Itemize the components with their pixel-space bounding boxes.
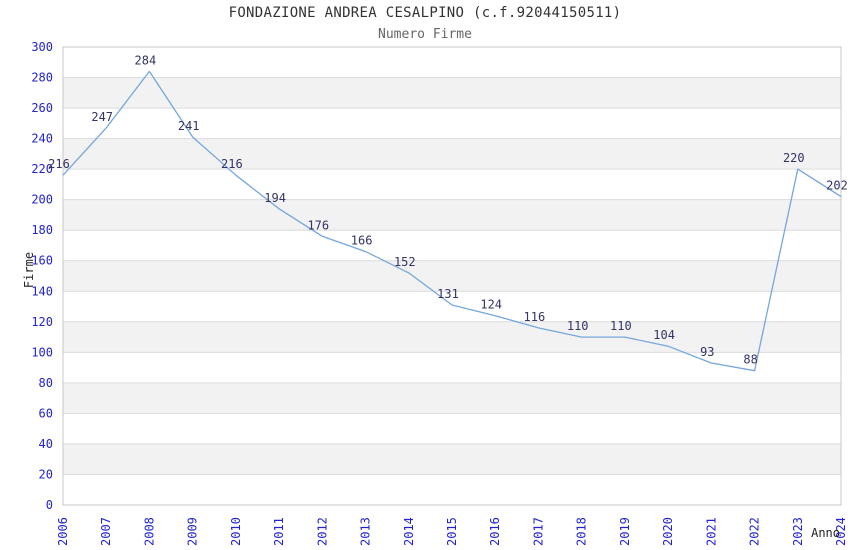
x-tick-label: 2018 [575, 517, 589, 546]
plot-border [62, 46, 842, 506]
y-tick-label: 180 [31, 223, 53, 237]
data-point-label: 131 [437, 287, 459, 301]
y-tick-label: 200 [31, 193, 53, 207]
data-point-label: 152 [394, 255, 416, 269]
x-tick-label: 2013 [359, 517, 373, 546]
y-tick-label: 220 [31, 162, 53, 176]
y-tick-label: 140 [31, 284, 53, 298]
x-tick-label: 2017 [531, 517, 545, 546]
data-point-label: 284 [135, 53, 157, 67]
x-tick-label: 2023 [791, 517, 805, 546]
plot-band [63, 77, 841, 109]
y-tick-label: 120 [31, 315, 53, 329]
x-tick-label: 2014 [402, 517, 416, 546]
x-tick-label: 2024 [834, 517, 848, 546]
data-point-label: 202 [826, 179, 848, 193]
y-axis-title: Firme [22, 252, 36, 288]
y-tick-label: 20 [39, 467, 53, 481]
x-tick-label: 2022 [748, 517, 762, 546]
plot-band [63, 321, 841, 353]
x-tick-label: 2012 [315, 517, 329, 546]
x-tick-label: 2016 [488, 517, 502, 546]
x-tick-label: 2006 [56, 517, 70, 546]
y-tick-label: 280 [31, 71, 53, 85]
chart-subtitle: Numero Firme [378, 27, 472, 42]
data-point-label: 241 [178, 119, 200, 133]
data-point-label: 110 [610, 319, 632, 333]
y-tick-label: 40 [39, 437, 53, 451]
data-point-label: 88 [743, 353, 757, 367]
y-tick-label: 100 [31, 345, 53, 359]
x-tick-label: 2010 [229, 517, 243, 546]
data-point-label: 110 [567, 319, 589, 333]
x-axis-title: Anno [811, 526, 840, 540]
data-point-label: 220 [783, 151, 805, 165]
x-tick-label: 2015 [445, 517, 459, 546]
data-point-label: 104 [653, 328, 675, 342]
y-tick-label: 300 [31, 40, 53, 54]
data-point-label: 216 [221, 157, 243, 171]
plot-band [63, 443, 841, 475]
data-point-label: 194 [264, 191, 286, 205]
y-tick-label: 0 [46, 498, 53, 512]
y-tick-label: 80 [39, 376, 53, 390]
data-point-label: 247 [91, 110, 113, 124]
series-line [62, 70, 842, 372]
y-tick-label: 160 [31, 254, 53, 268]
x-tick-label: 2008 [142, 517, 156, 546]
data-point-label: 176 [307, 218, 329, 232]
x-tick-label: 2019 [618, 517, 632, 546]
data-point-label: 216 [48, 157, 70, 171]
plot-band [63, 260, 841, 292]
chart-title: FONDAZIONE ANDREA CESALPINO (c.f.9204415… [228, 5, 622, 21]
x-tick-label: 2009 [186, 517, 200, 546]
x-tick-label: 2011 [272, 517, 286, 546]
y-tick-label: 60 [39, 406, 53, 420]
y-tick-label: 240 [31, 132, 53, 146]
data-point-label: 124 [480, 298, 502, 312]
x-tick-label: 2007 [99, 517, 113, 546]
x-tick-label: 2021 [704, 517, 718, 546]
x-tick-label: 2020 [661, 517, 675, 546]
data-point-label: 93 [700, 345, 714, 359]
data-point-label: 166 [351, 234, 373, 248]
plot-band [63, 382, 841, 414]
plot-band [63, 199, 841, 231]
y-tick-label: 260 [31, 101, 53, 115]
data-point-label: 116 [524, 310, 546, 324]
plot-band [63, 138, 841, 170]
